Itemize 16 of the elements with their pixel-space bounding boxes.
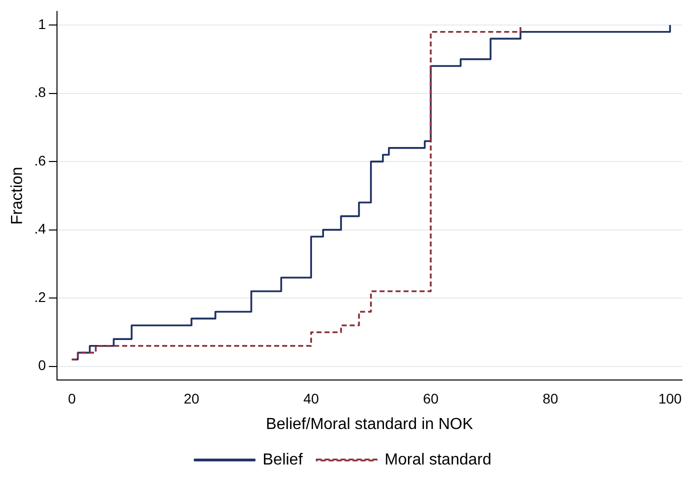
x-tick-label: 40: [303, 390, 320, 406]
x-axis-title: Belief/Moral standard in NOK: [266, 416, 474, 433]
x-tick-label: 100: [658, 390, 682, 406]
x-tick-label: 20: [184, 390, 200, 406]
y-tick-label: 1: [38, 16, 46, 32]
y-tick-label: .2: [34, 288, 46, 305]
y-tick-label: .4: [34, 220, 46, 237]
x-tick-label: 60: [422, 390, 439, 406]
legend-label: Belief: [262, 451, 304, 468]
x-tick-label: 80: [542, 390, 558, 406]
y-tick-label: 0: [38, 357, 46, 374]
y-axis-title: Fraction: [9, 166, 26, 225]
y-tick-label: .8: [34, 84, 46, 100]
x-tick-label: 0: [68, 390, 76, 406]
y-tick-label: .6: [34, 152, 46, 168]
legend-label: Moral standard: [384, 451, 492, 468]
